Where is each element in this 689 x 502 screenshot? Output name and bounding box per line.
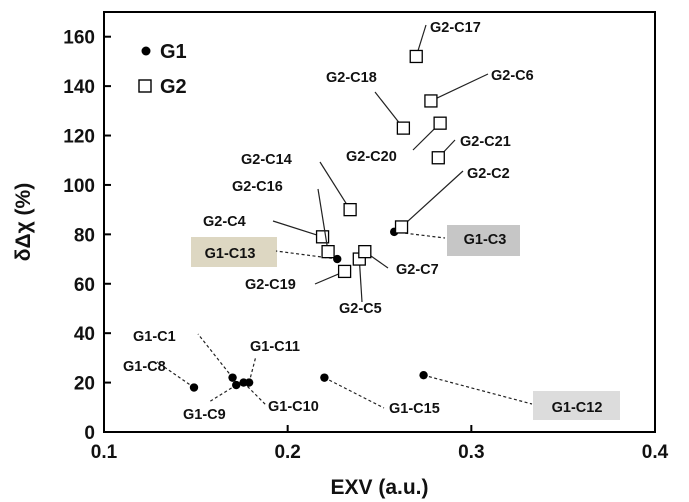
data-point-g2-c6 [424,94,438,108]
point-label-g2-c14: G2-C14 [241,152,292,168]
data-point-g2-c7 [358,244,372,259]
legend-g1-label: G1 [160,41,187,63]
point-label-g2-c19: G2-C19 [245,277,296,293]
data-point-g1-c12 [419,370,428,380]
y-tick-label: 0 [84,423,95,444]
plot-frame [103,11,656,433]
point-label-g2-c21: G2-C21 [460,134,511,150]
point-label-g2-c17: G2-C17 [430,20,481,36]
data-point-g1-c15 [320,373,329,382]
data-point-g1-c9 [232,380,241,390]
leader-line [317,188,329,252]
x-tick-label: 0.2 [274,442,300,463]
leader-line [275,250,338,260]
data-point-g1-c8 [189,383,199,392]
data-point-g2-c16 [321,244,335,259]
x-tick-label: 0.3 [458,442,484,463]
y-tick-label: 80 [74,225,95,246]
leader-line [272,220,323,238]
y-tick-label: 100 [63,176,95,197]
point-label-g1-c3: G1-C3 [464,232,507,248]
x-tick-label: 0.1 [91,442,118,463]
leader-line [358,259,363,303]
leader-line [248,355,257,383]
y-axis-title: δΔχ (%) [12,183,35,261]
point-label-g1-c13: G1-C13 [205,246,256,262]
label-highlight-g1-c3 [447,225,520,256]
x-tick-label: 0.4 [642,442,669,463]
leader-line [208,384,237,403]
point-label-g2-c5: G2-C5 [339,301,382,317]
point-label-g2-c6: G2-C6 [491,68,534,84]
y-tick-label: 60 [74,275,95,296]
data-point-g2-c18 [396,121,411,135]
y-tick-label: 40 [74,324,95,345]
x-axis-title: EXV (a.u.) [330,476,428,499]
data-point-g2-c17 [409,49,423,64]
label-highlight-g1-c13 [191,237,277,267]
y-tick-label: 120 [63,127,95,148]
data-point-g2-c19 [337,264,352,279]
data-point-g2-c20 [433,116,447,130]
leader-line [156,361,195,389]
leader-line [423,374,533,405]
point-label-g2-c2: G2-C2 [467,166,510,182]
point-label-g2-c20: G2-C20 [346,149,397,165]
leader-line [197,333,234,379]
data-point-g1-c13 [333,254,342,264]
point-label-g2-c7: G2-C7 [396,262,439,278]
point-label-g1-c11: G1-C11 [250,339,300,355]
data-point-g1-c1 [228,373,237,382]
leader-line [401,170,464,228]
data-point-g2-c2 [394,220,409,234]
legend-g2-label: G2 [160,76,187,98]
point-label-g1-c1: G1-C1 [133,329,176,345]
leader-line [430,73,489,102]
point-label-g1-c12: G1-C12 [552,400,603,416]
legend-g2-marker [138,79,152,93]
point-label-g2-c18: G2-C18 [326,70,377,86]
point-label-g1-c15: G1-C15 [389,401,440,417]
point-label-g2-c4: G2-C4 [203,214,246,230]
legend-g1-marker [141,46,151,56]
y-tick-label: 20 [74,374,95,395]
y-tick-label: 140 [63,77,95,98]
data-point-g2-c21 [431,151,445,165]
point-label-g1-c10: G1-C10 [268,399,319,415]
y-tick-label: 160 [63,28,95,49]
point-label-g1-c9: G1-C9 [183,407,226,423]
point-label-g2-c16: G2-C16 [232,179,283,195]
leader-line [319,161,351,210]
data-point-g1-c11 [244,378,254,387]
point-label-g1-c8: G1-C8 [123,359,166,375]
data-point-g2-c14 [343,202,357,217]
leader-line [324,377,385,409]
label-highlight-g1-c12 [533,391,620,420]
